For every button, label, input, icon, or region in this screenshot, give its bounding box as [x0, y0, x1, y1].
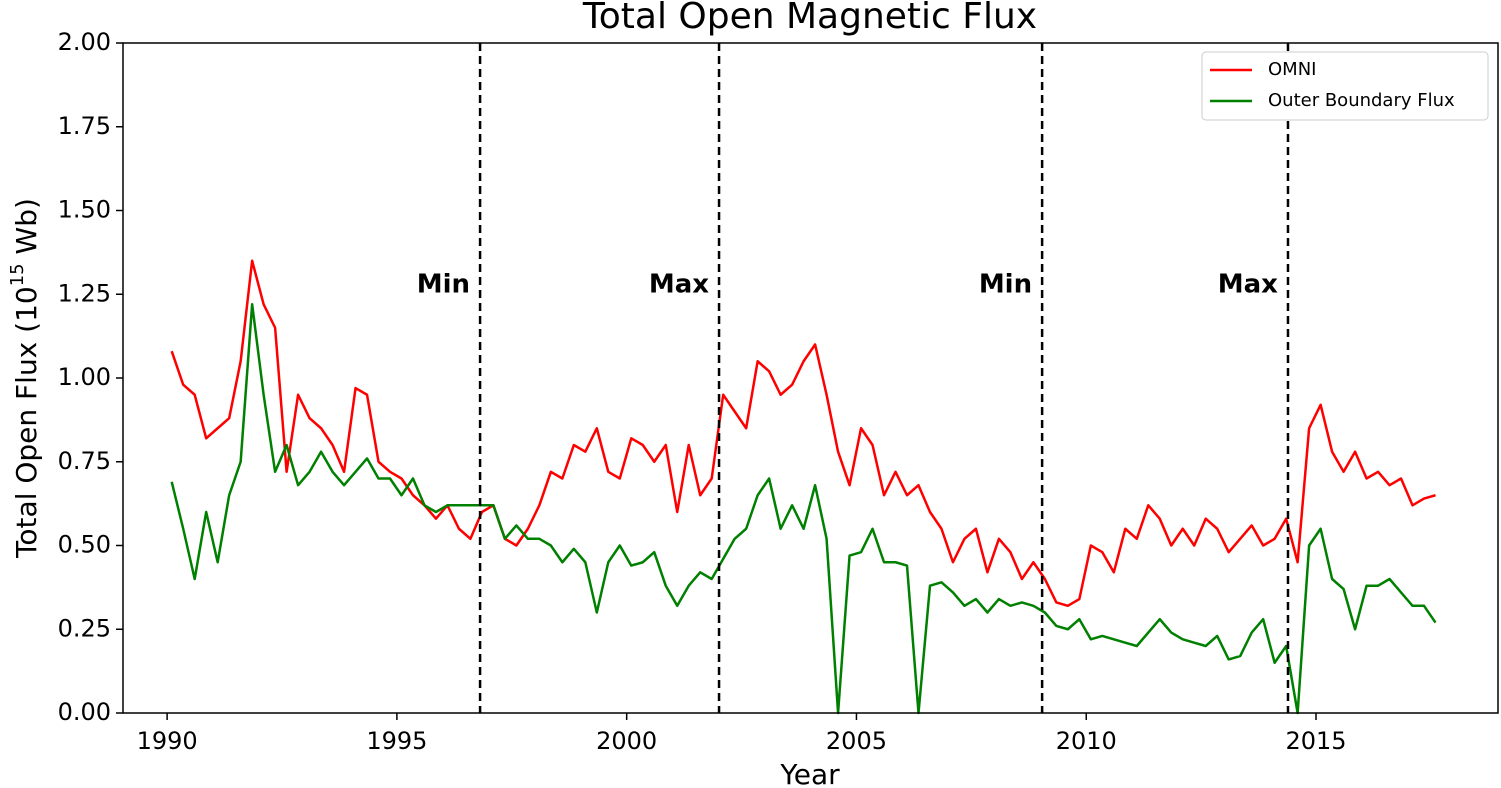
- x-tick-label: 2010: [1056, 727, 1117, 755]
- y-tick-label: 0.75: [58, 447, 111, 475]
- y-tick-label: 1.75: [58, 112, 111, 140]
- y-tick-label: 0.50: [58, 531, 111, 559]
- x-tick-label: 2015: [1285, 727, 1346, 755]
- event-label: Min: [979, 270, 1032, 300]
- event-label: Min: [417, 270, 470, 300]
- legend-label: Outer Boundary Flux: [1268, 90, 1455, 111]
- y-axis-label-text: Total Open Flux (10: [10, 286, 43, 559]
- event-label: Max: [649, 270, 709, 300]
- x-tick-label: 1995: [366, 727, 427, 755]
- y-tick-label: 2.00: [58, 28, 111, 56]
- y-tick-label: 1.25: [58, 279, 111, 307]
- y-tick-label: 0.00: [58, 698, 111, 726]
- y-tick-label: 1.50: [58, 196, 111, 224]
- y-axis-label: Total Open Flux (1015 Wb): [7, 198, 43, 559]
- x-tick-label: 2005: [826, 727, 887, 755]
- x-tick-label: 1990: [137, 727, 198, 755]
- event-label: Max: [1218, 270, 1278, 300]
- series-line: [170, 303, 1437, 715]
- y-tick-label: 1.00: [58, 363, 111, 391]
- y-axis-label-exponent: 15: [7, 263, 28, 286]
- plot-frame: [122, 42, 1499, 714]
- y-tick-label: 0.25: [58, 614, 111, 642]
- chart-title: Total Open Magnetic Flux: [582, 0, 1037, 37]
- series-line: [170, 259, 1436, 608]
- y-axis-label-unit: Wb): [10, 198, 43, 263]
- x-tick-label: 2000: [596, 727, 657, 755]
- legend-box: [1201, 51, 1489, 121]
- x-axis-label: Year: [779, 758, 840, 788]
- legend-label: OMNI: [1268, 59, 1316, 80]
